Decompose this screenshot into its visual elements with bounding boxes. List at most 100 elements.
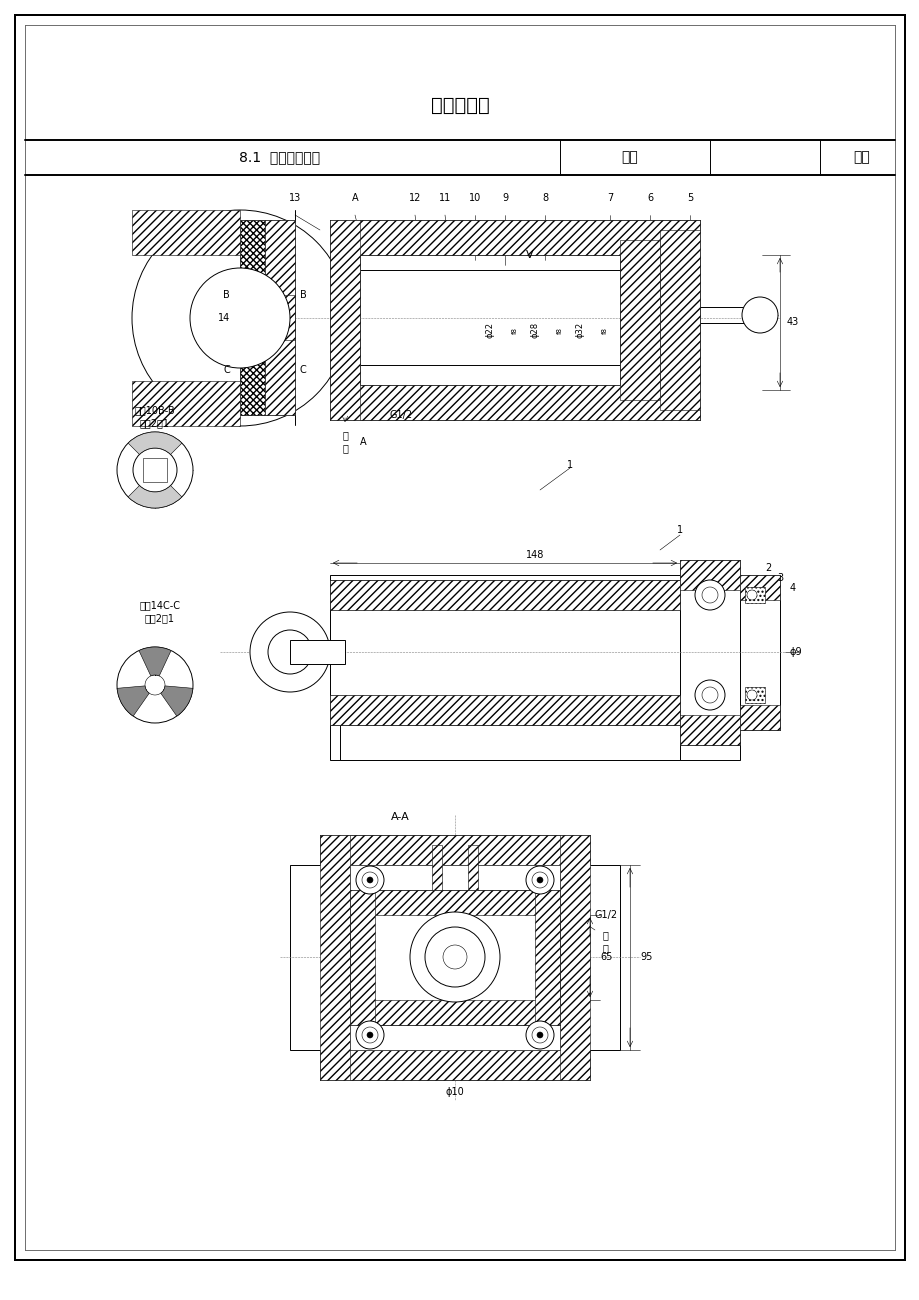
Bar — [330, 385, 699, 420]
Bar — [320, 835, 589, 864]
Bar — [330, 220, 359, 420]
Circle shape — [250, 612, 330, 692]
Text: ϕ9: ϕ9 — [789, 647, 801, 656]
Bar — [349, 891, 560, 915]
Bar — [739, 575, 779, 731]
Circle shape — [133, 448, 176, 491]
Text: 2: 2 — [764, 563, 770, 573]
Circle shape — [367, 1032, 372, 1037]
Bar — [330, 580, 679, 725]
Text: f8: f8 — [512, 326, 517, 334]
Text: 12: 12 — [408, 192, 421, 203]
Text: 8.1  柱塞泵装配图: 8.1 柱塞泵装配图 — [239, 150, 320, 164]
Bar — [330, 580, 679, 610]
Text: 3: 3 — [776, 573, 782, 582]
Text: 装配图练习: 装配图练习 — [430, 95, 489, 114]
Bar — [330, 220, 699, 255]
Bar — [560, 835, 589, 1080]
Circle shape — [361, 1027, 378, 1043]
Circle shape — [742, 296, 777, 333]
Text: ϕ28: ϕ28 — [530, 322, 539, 338]
Circle shape — [526, 1020, 553, 1049]
Text: A-A: A-A — [391, 812, 409, 822]
Text: 进: 进 — [342, 430, 347, 439]
Circle shape — [410, 913, 499, 1002]
Bar — [349, 891, 560, 1024]
Wedge shape — [161, 686, 193, 716]
Bar — [265, 341, 295, 415]
Circle shape — [694, 680, 724, 710]
Text: ϕ10: ϕ10 — [445, 1087, 464, 1097]
Text: 姓名: 姓名 — [853, 150, 869, 164]
Text: 5: 5 — [686, 192, 692, 203]
Circle shape — [356, 866, 383, 894]
Circle shape — [526, 866, 553, 894]
Bar — [619, 240, 659, 400]
Text: 9: 9 — [502, 192, 507, 203]
Bar — [468, 845, 478, 890]
Polygon shape — [289, 835, 619, 1080]
Bar — [289, 640, 345, 664]
Bar — [330, 575, 739, 760]
Text: 油: 油 — [601, 942, 607, 953]
Bar — [349, 1000, 560, 1024]
Text: 零件14C-C: 零件14C-C — [140, 601, 180, 610]
Circle shape — [537, 1032, 542, 1037]
Text: 1: 1 — [676, 525, 682, 536]
Bar — [679, 560, 739, 745]
Text: 8: 8 — [541, 192, 548, 203]
Wedge shape — [139, 647, 171, 676]
Text: 1: 1 — [566, 460, 573, 471]
Circle shape — [531, 1027, 548, 1043]
Circle shape — [145, 675, 165, 696]
Text: ϕ32: ϕ32 — [575, 322, 584, 338]
Text: 出: 出 — [601, 930, 607, 940]
Wedge shape — [128, 486, 182, 508]
Text: B: B — [223, 290, 230, 300]
Circle shape — [746, 690, 756, 699]
Text: 95: 95 — [640, 952, 652, 962]
Text: B: B — [300, 290, 306, 300]
Text: 比例2：1: 比例2：1 — [140, 419, 170, 428]
Text: 零件10B-B: 零件10B-B — [134, 406, 176, 415]
Wedge shape — [128, 432, 182, 455]
Text: V: V — [526, 250, 533, 260]
Text: 油: 油 — [342, 443, 347, 452]
Text: G1/2: G1/2 — [390, 410, 413, 420]
Bar — [340, 725, 679, 760]
Text: C: C — [300, 365, 306, 374]
Text: 13: 13 — [289, 192, 301, 203]
Bar — [349, 891, 375, 1024]
Bar — [131, 381, 240, 426]
Bar — [349, 864, 560, 1050]
Bar — [142, 458, 167, 482]
Circle shape — [443, 945, 467, 968]
Bar — [744, 686, 765, 703]
Bar — [659, 230, 699, 410]
Wedge shape — [117, 686, 149, 716]
Text: 65: 65 — [599, 952, 612, 962]
Text: A: A — [359, 437, 367, 447]
Text: A: A — [351, 192, 357, 203]
Circle shape — [531, 872, 548, 888]
Circle shape — [145, 460, 165, 480]
Bar — [679, 715, 739, 745]
Text: 10: 10 — [469, 192, 481, 203]
Circle shape — [425, 927, 484, 987]
Circle shape — [356, 1020, 383, 1049]
Circle shape — [131, 211, 347, 426]
Bar — [679, 560, 739, 590]
Text: C: C — [223, 365, 230, 374]
Bar — [320, 835, 349, 1080]
Circle shape — [361, 872, 378, 888]
Text: f8: f8 — [601, 326, 607, 334]
Circle shape — [117, 647, 193, 723]
Text: 班级: 班级 — [621, 150, 638, 164]
Circle shape — [367, 878, 372, 883]
Text: G1/2: G1/2 — [595, 910, 618, 920]
Text: 比例2：1: 比例2：1 — [145, 614, 175, 623]
Bar — [744, 588, 765, 603]
Bar — [240, 220, 295, 415]
Bar — [739, 575, 779, 601]
Text: 7: 7 — [607, 192, 612, 203]
